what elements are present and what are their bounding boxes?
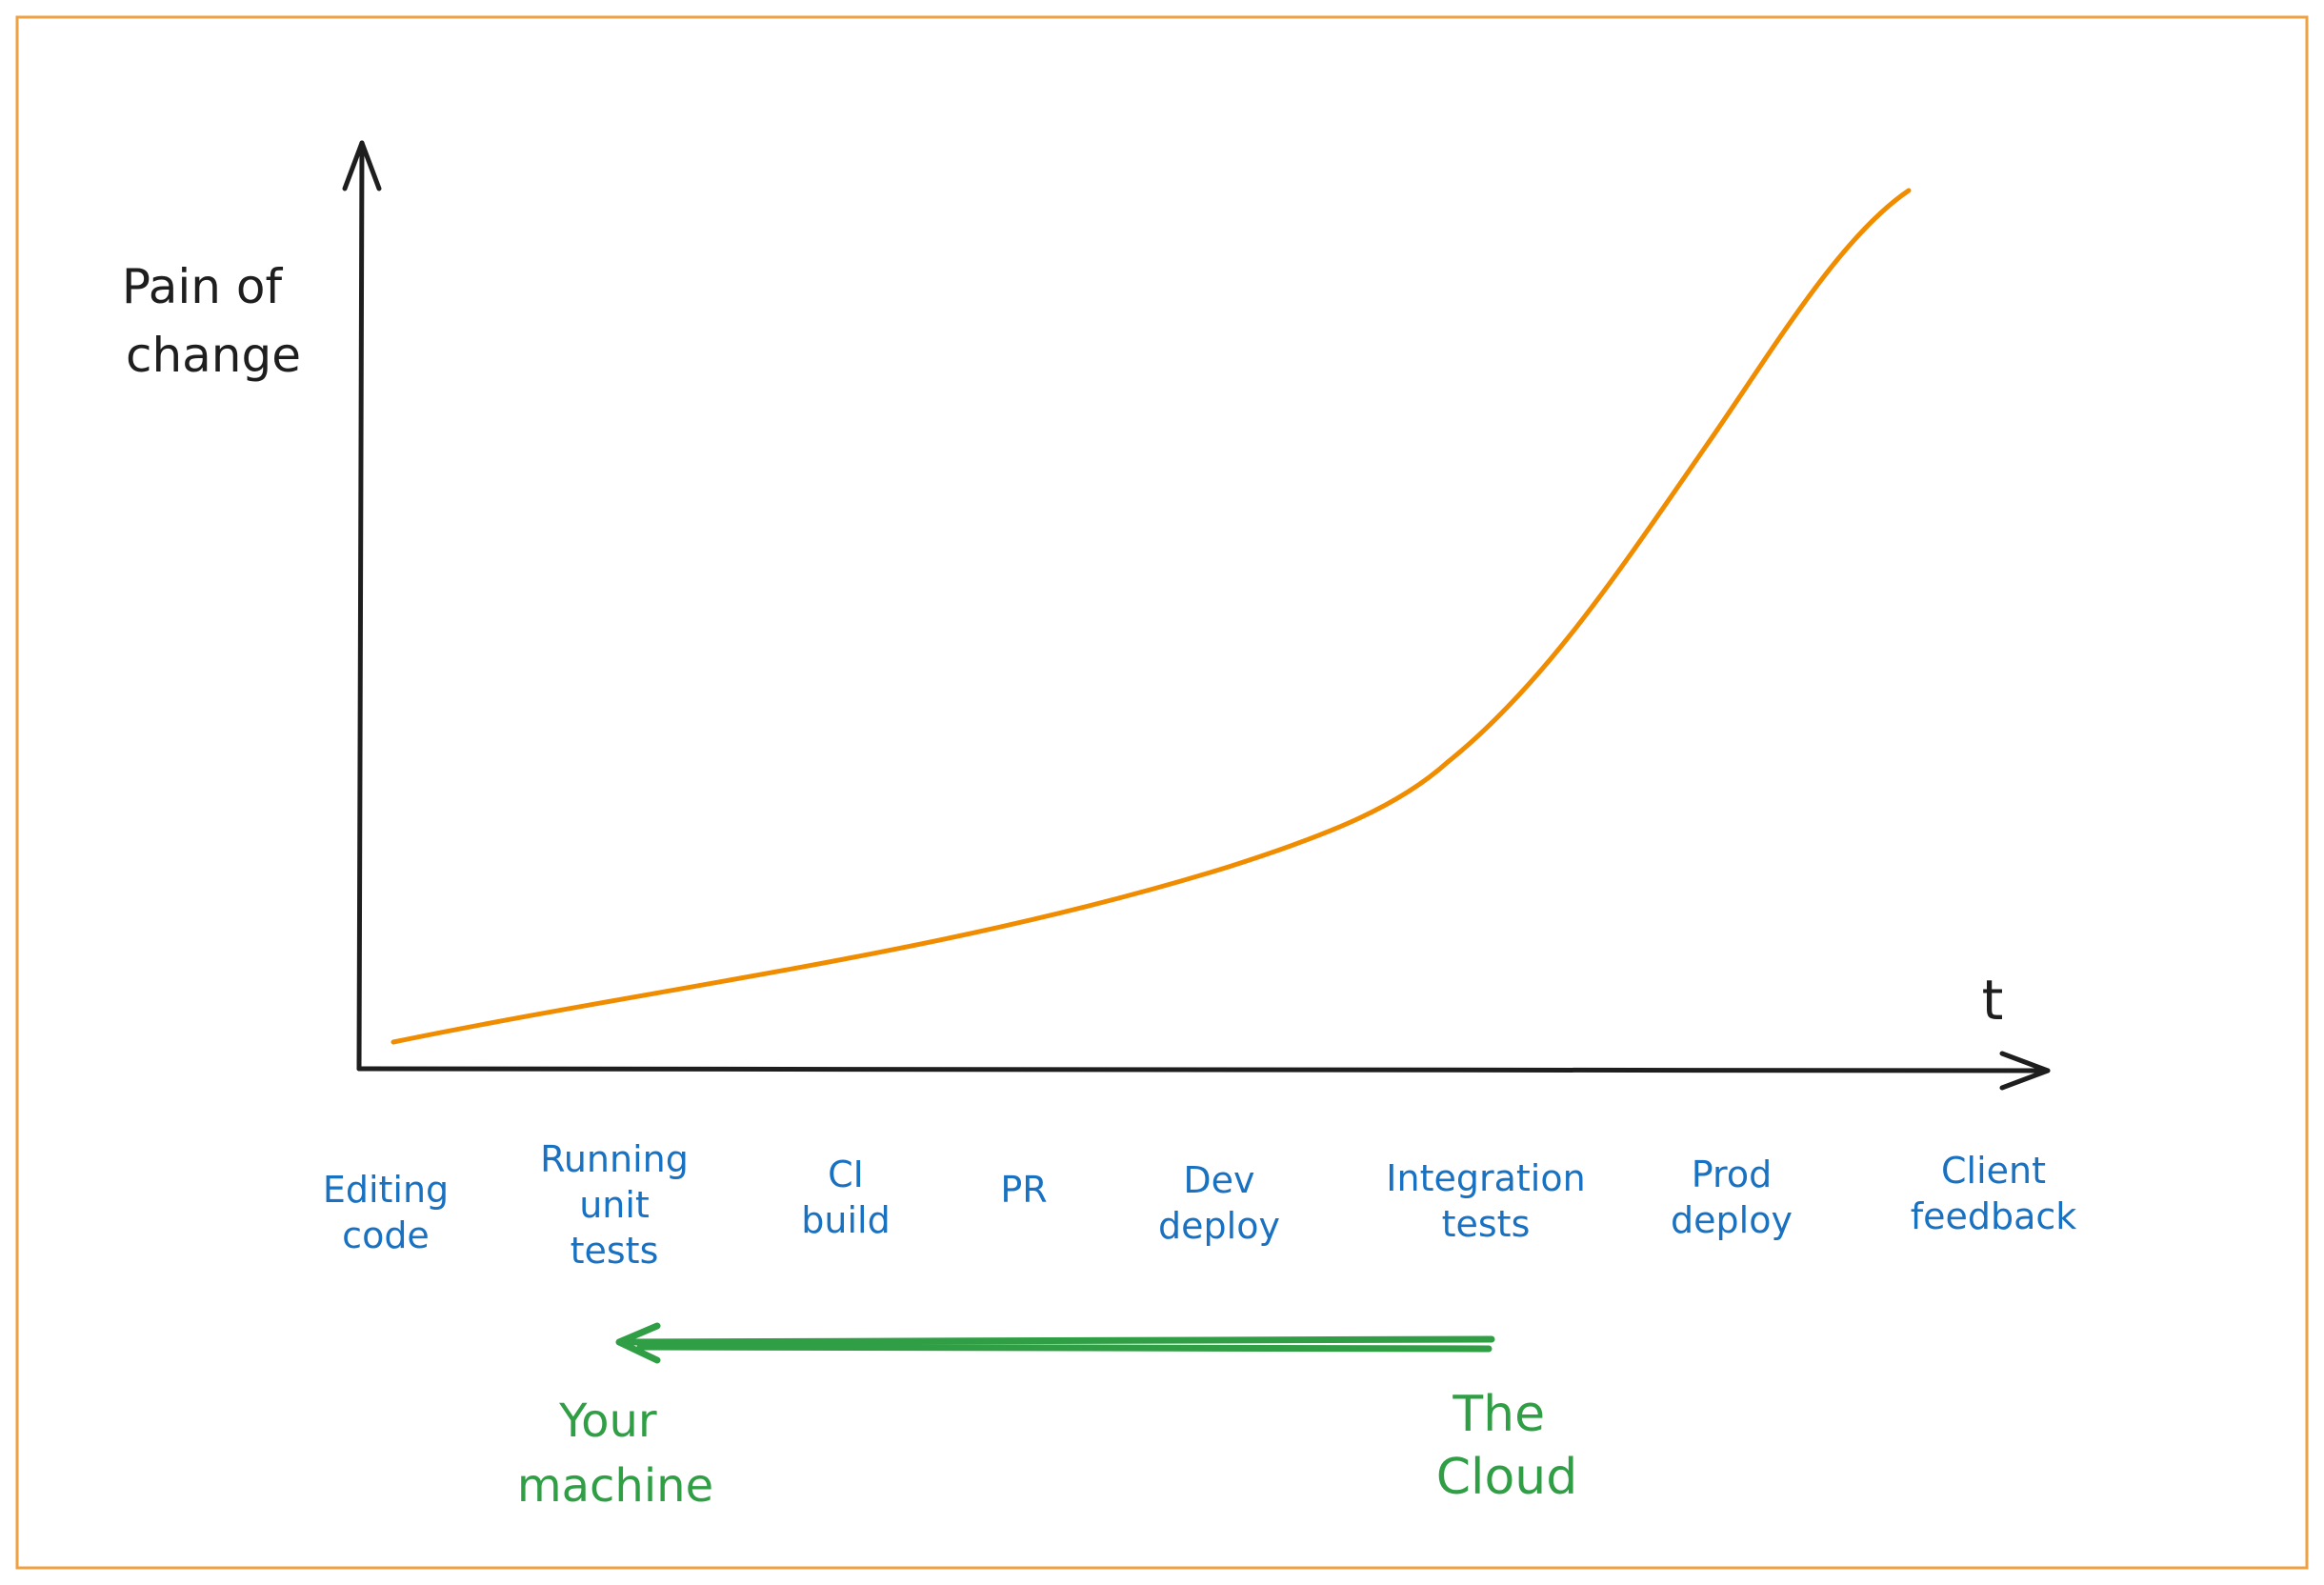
y-axis-label-line-1: Pain of <box>122 259 284 314</box>
stage-label-line: Client <box>1941 1150 2046 1192</box>
stage-label: Prod deploy <box>1671 1154 1793 1241</box>
x-axis-arrow <box>356 1051 2051 1091</box>
stage-label: Dev deploy <box>1158 1159 1280 1247</box>
the-cloud-label-line-1: The <box>1452 1386 1545 1443</box>
stage-label-line: PR <box>1000 1169 1047 1211</box>
the-cloud-label: The Cloud <box>1436 1386 1578 1506</box>
pain-of-change-curve <box>391 188 1912 1045</box>
stage-label-line: Dev <box>1183 1159 1254 1201</box>
stage-label: Running unit tests <box>540 1138 689 1272</box>
shift-left-arrow <box>615 1322 1495 1364</box>
stage-label: Client feedback <box>1911 1150 2077 1237</box>
stage-label-line: Prod <box>1692 1154 1772 1195</box>
your-machine-label-line-1: Your <box>558 1394 657 1448</box>
stage-label-line: CI <box>828 1154 864 1195</box>
stage-label-line: unit <box>579 1184 650 1226</box>
x-axis-label: t <box>1982 968 2004 1033</box>
stage-label-line: deploy <box>1158 1205 1280 1247</box>
stage-label-line: tests <box>571 1230 659 1272</box>
stage-label: PR <box>1000 1169 1047 1211</box>
diagram-frame <box>15 15 2309 1570</box>
the-cloud-label-line-2: Cloud <box>1436 1449 1578 1506</box>
y-axis-label-line-2: change <box>126 328 301 383</box>
y-axis-arrow <box>342 140 382 1072</box>
stage-label-line: Integration <box>1386 1157 1585 1199</box>
stage-label: Integration tests <box>1386 1157 1585 1245</box>
stage-label-line: code <box>342 1214 430 1256</box>
stage-label-line: Editing <box>323 1169 449 1211</box>
stage-label-line: build <box>801 1199 890 1241</box>
your-machine-label-line-2: machine <box>517 1459 713 1513</box>
stage-label-line: Running <box>540 1138 689 1180</box>
stage-label-line: tests <box>1442 1203 1531 1245</box>
stage-label: CI build <box>801 1154 890 1241</box>
stage-label: Editing code <box>323 1169 449 1256</box>
stage-label-line: deploy <box>1671 1199 1793 1241</box>
stage-label-line: feedback <box>1911 1195 2077 1237</box>
y-axis-label: Pain of change <box>122 259 301 383</box>
your-machine-label: Your machine <box>517 1394 713 1513</box>
